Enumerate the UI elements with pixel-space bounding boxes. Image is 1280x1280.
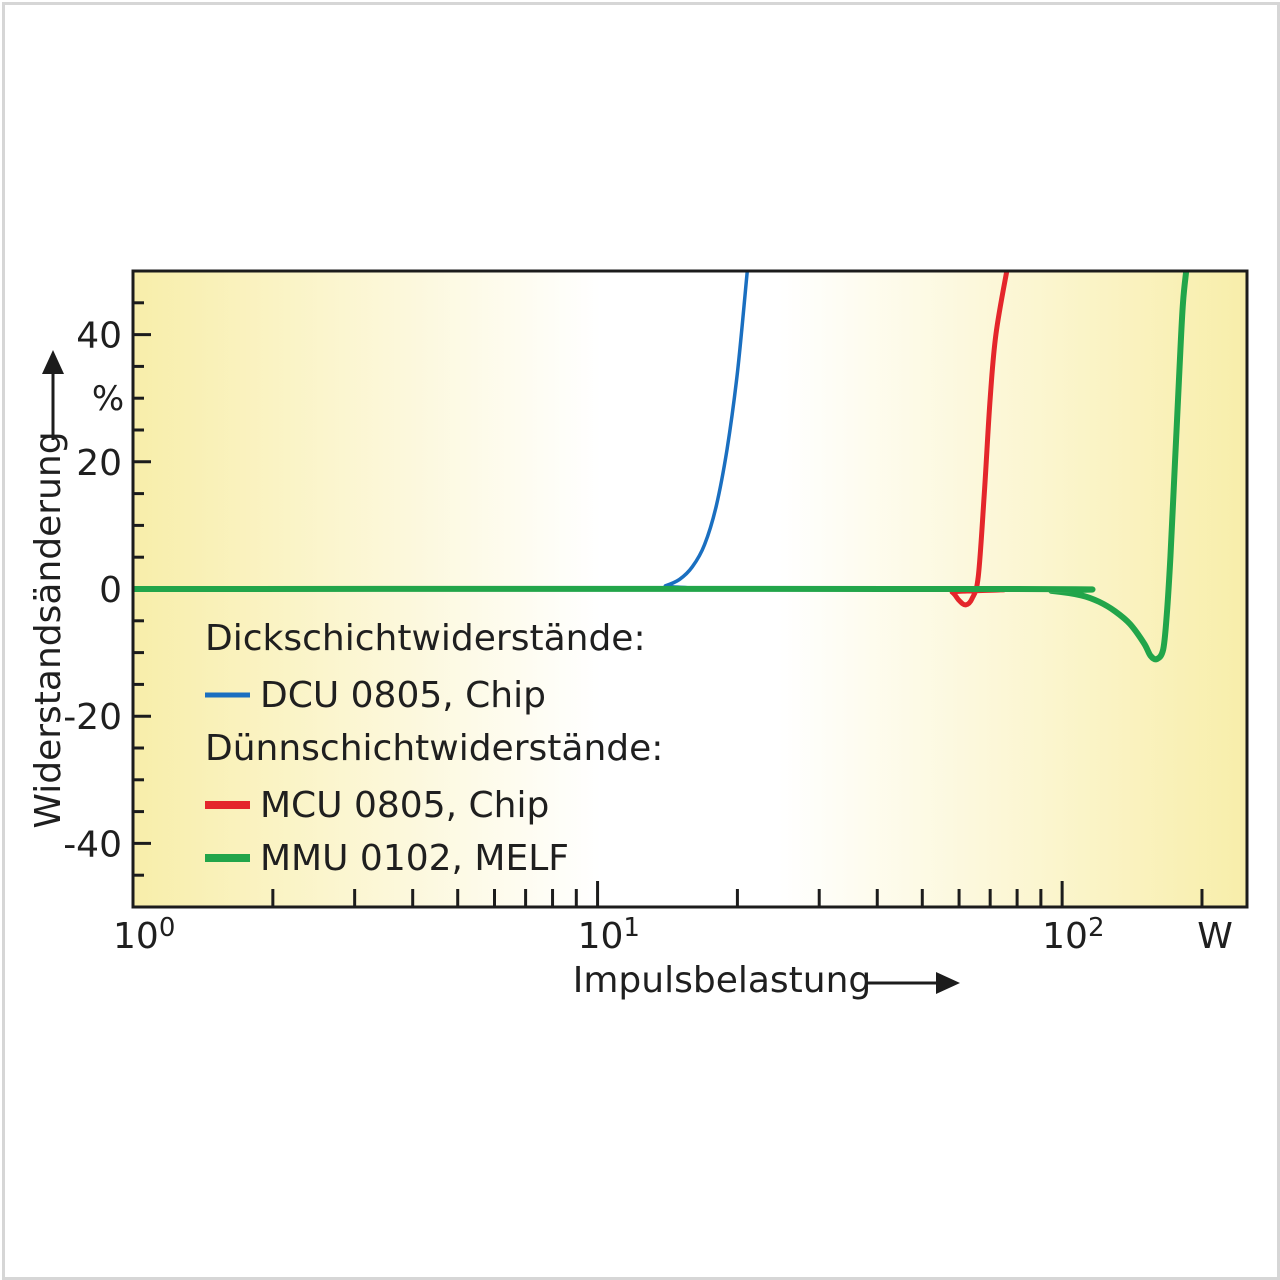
series-line-3 — [133, 271, 1190, 663]
y-tick-label: 40 — [76, 316, 122, 357]
y-axis-label: Widerstandsänderung — [28, 431, 69, 828]
y-unit: % — [92, 379, 124, 419]
y-tick-labels: 40 20 0 -20 -40 — [63, 316, 122, 866]
series-lines — [133, 271, 1190, 663]
y-tick-label: 0 — [99, 570, 122, 611]
axis-ticks — [133, 301, 1204, 907]
x-tick-label: 101 — [578, 913, 640, 957]
y-tick-label: 20 — [76, 443, 122, 484]
y-tick-label: -20 — [63, 697, 122, 738]
x-tick-label: 102 — [1042, 913, 1104, 957]
x-tick-label: 100 — [113, 913, 175, 957]
x-axis-label-group: Impulsbelastung — [573, 960, 960, 1001]
y-tick-label: -40 — [63, 824, 122, 865]
x-tick-labels: 100 101 102 — [113, 913, 1104, 957]
legend: Dickschichtwiderstände: DCU 0805, Chip Dün… — [205, 618, 663, 879]
legend-group-heading: Dickschichtwiderstände: — [205, 618, 646, 659]
x-axis-arrow-head — [936, 972, 960, 994]
x-axis-label: Impulsbelastung — [573, 960, 872, 1001]
legend-entry-label: MCU 0805, Chip — [260, 785, 549, 826]
plot-border — [131, 269, 1249, 909]
legend-entry-label: DCU 0805, Chip — [260, 675, 546, 716]
y-axis-arrow-head — [42, 350, 64, 374]
legend-group-heading: Dünnschichtwiderstände: — [205, 728, 663, 769]
legend-entry-label: MMU 0102, MELF — [260, 838, 569, 879]
x-unit: W — [1197, 916, 1233, 957]
y-axis-label-group: Widerstandsänderung — [28, 350, 69, 829]
